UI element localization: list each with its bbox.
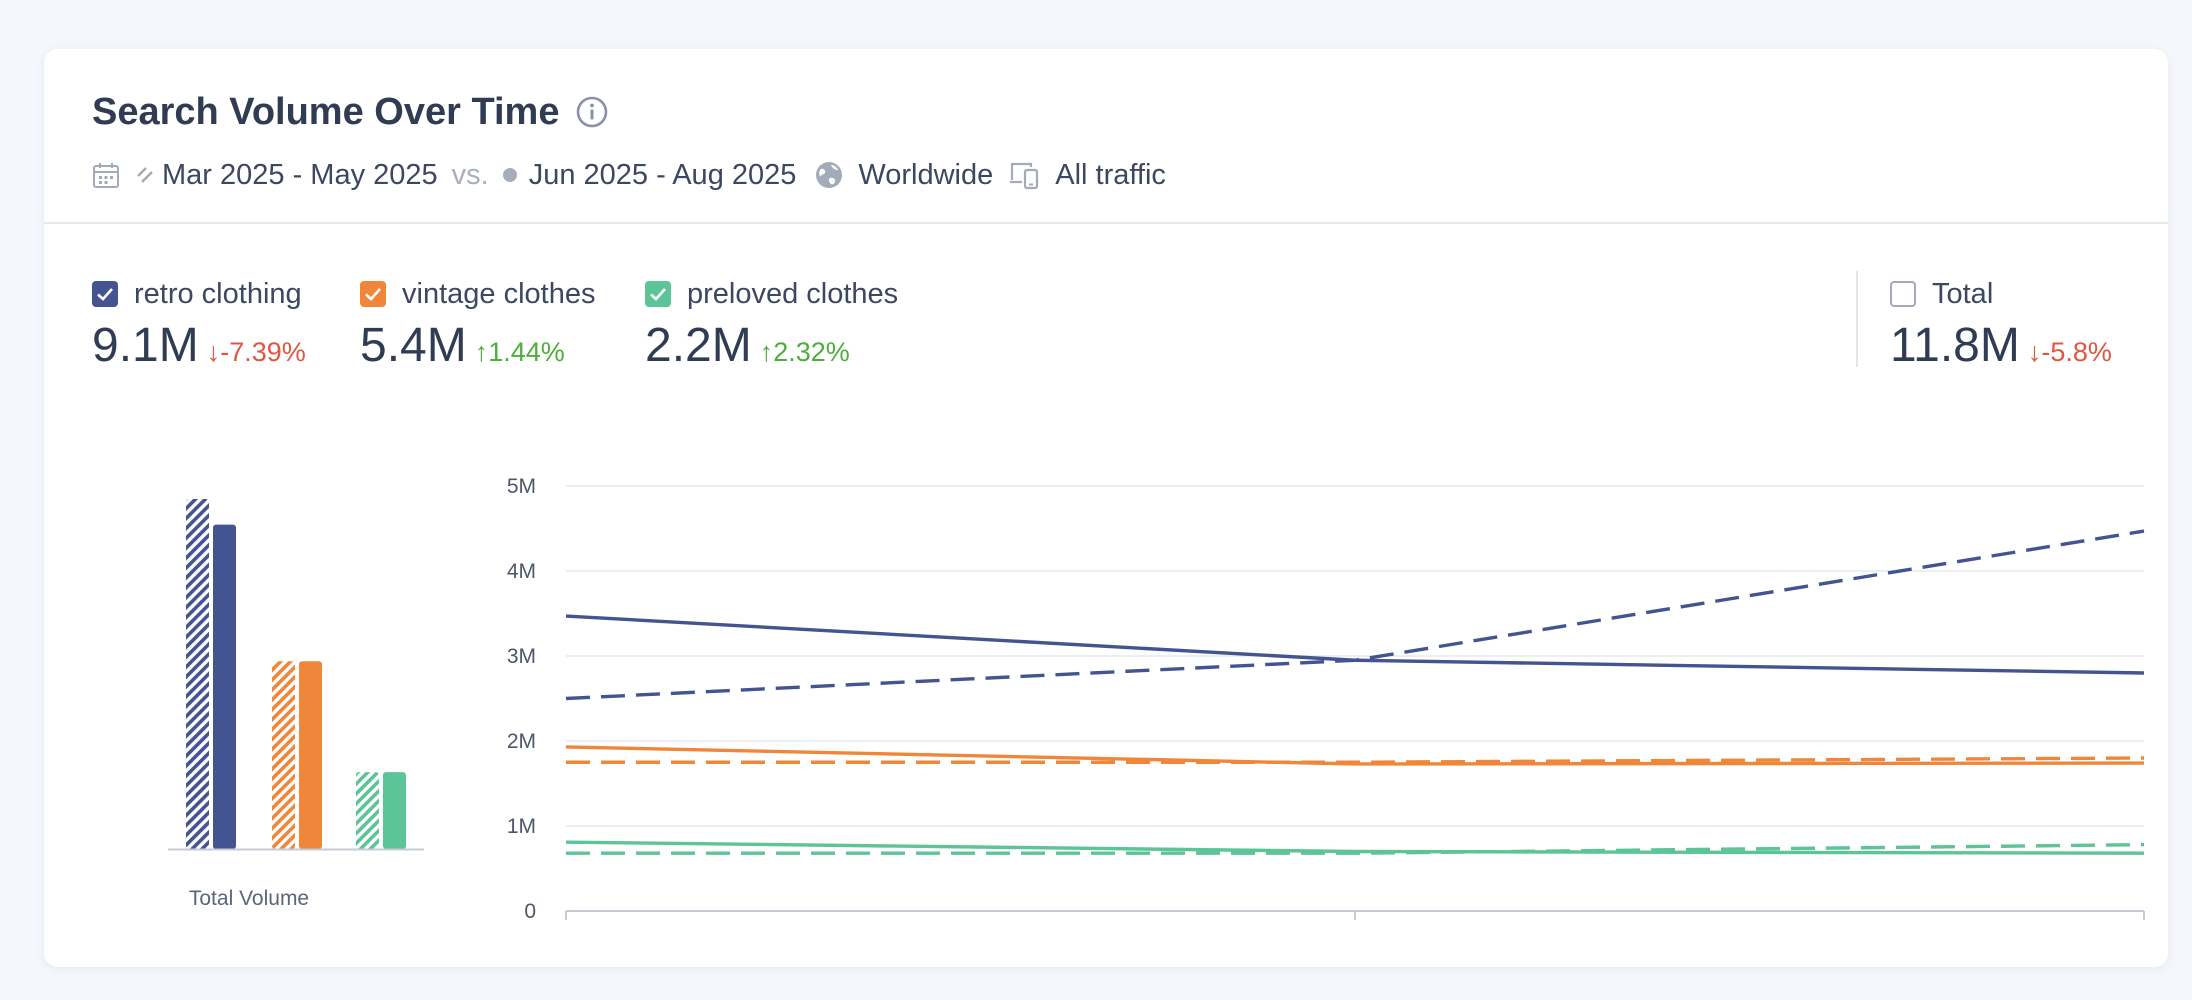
- checkbox-unchecked-icon[interactable]: [1890, 281, 1916, 307]
- legend-divider: [1856, 271, 1858, 367]
- bar-vintage-clothes-current[interactable]: [299, 661, 322, 849]
- legend-change: ↓-7.39%: [206, 337, 306, 367]
- info-icon[interactable]: [575, 95, 609, 129]
- legend-preloved-clothes[interactable]: preloved clothes 2.2M ↑2.32%: [645, 276, 898, 373]
- title-row: Search Volume Over Time: [92, 87, 609, 137]
- y-tick-label: 2M: [507, 730, 536, 753]
- line-retro-clothing-previous[interactable]: [565, 529, 2145, 701]
- devices-icon: [1010, 162, 1039, 190]
- checkbox-checked-icon[interactable]: [645, 281, 671, 307]
- arrow-down-icon: ↓: [2027, 337, 2042, 367]
- hatched-period-icon: [137, 167, 153, 183]
- legend-label: preloved clothes: [687, 277, 899, 310]
- bar-retro-clothing-previous[interactable]: [186, 499, 209, 849]
- arrow-down-icon: ↓: [206, 337, 221, 367]
- search-volume-card: Search Volume Over Time Mar 2025 - May 2…: [44, 49, 2168, 967]
- line-retro-clothing-current[interactable]: [565, 614, 2145, 675]
- search-volume-line-chart: 01M2M3M4M5MJun 25Jul 25Aug 25: [507, 475, 2145, 923]
- calendar-icon[interactable]: [92, 161, 120, 189]
- filter-row: Mar 2025 - May 2025 vs. Jun 2025 - Aug 2…: [92, 153, 1166, 197]
- header-divider: [44, 222, 2168, 224]
- arrow-up-icon: ↑: [759, 337, 774, 367]
- legend-value: 2.2M: [645, 319, 752, 372]
- bar-retro-clothing-current[interactable]: [213, 524, 236, 849]
- solid-period-icon: [502, 168, 517, 182]
- period-b-label[interactable]: Jun 2025 - Aug 2025: [528, 158, 797, 191]
- bar-vintage-clothes-previous[interactable]: [272, 661, 295, 849]
- legend-change: ↑1.44%: [474, 337, 565, 367]
- bar-preloved-clothes-previous[interactable]: [356, 772, 379, 849]
- line-vintage-clothes-current[interactable]: [565, 745, 2145, 766]
- traffic-label[interactable]: All traffic: [1055, 158, 1166, 191]
- legend-value: 9.1M: [92, 319, 199, 372]
- bar-chart-xlabel: Total Volume: [188, 887, 310, 910]
- y-tick-label: 1M: [507, 815, 536, 838]
- legend-total[interactable]: Total 11.8M ↓-5.8%: [1890, 276, 2112, 373]
- period-a-label[interactable]: Mar 2025 - May 2025: [162, 158, 438, 191]
- line-preloved-clothes-previous[interactable]: [566, 843, 2145, 855]
- legend-value: 5.4M: [360, 319, 467, 372]
- legend-vintage-clothes[interactable]: vintage clothes 5.4M ↑1.44%: [360, 276, 595, 373]
- card-title: Search Volume Over Time: [92, 90, 560, 133]
- legend-change: ↑2.32%: [759, 337, 850, 367]
- legend-label: retro clothing: [134, 277, 302, 310]
- y-tick-label: 3M: [507, 645, 536, 668]
- legend-retro-clothing[interactable]: retro clothing 9.1M ↓-7.39%: [92, 276, 306, 373]
- checkbox-checked-icon[interactable]: [92, 281, 118, 307]
- arrow-up-icon: ↑: [474, 337, 489, 367]
- y-tick-label: 5M: [507, 475, 536, 498]
- legend-change: ↓-5.8%: [2027, 337, 2112, 367]
- globe-icon: [816, 162, 843, 188]
- legend-label: vintage clothes: [402, 277, 596, 310]
- checkbox-checked-icon[interactable]: [360, 281, 386, 307]
- bar-preloved-clothes-current[interactable]: [383, 772, 406, 849]
- region-label[interactable]: Worldwide: [858, 158, 994, 191]
- total-volume-bar-chart: [168, 499, 424, 851]
- line-vintage-clothes-previous[interactable]: [566, 756, 2145, 764]
- legend-value: 11.8M: [1890, 319, 2020, 372]
- y-tick-label: 0: [524, 900, 536, 923]
- y-tick-label: 4M: [507, 560, 536, 583]
- legend-label: Total: [1932, 277, 1994, 310]
- vs-label: vs.: [451, 158, 489, 191]
